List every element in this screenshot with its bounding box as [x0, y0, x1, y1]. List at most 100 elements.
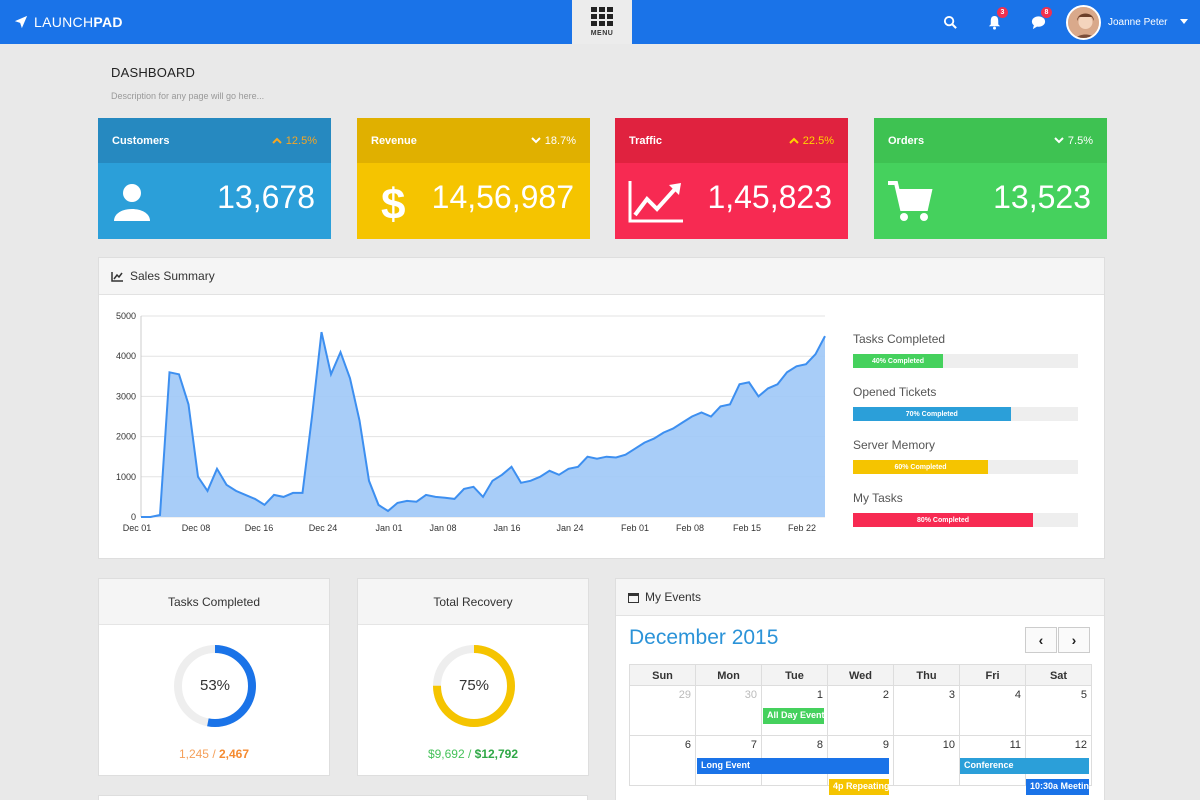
sales-area-chart: 0 1000 2000 3000 4000 5000 Dec 01 Dec 08 Dec 16 D… [116, 311, 826, 533]
stat-card-change: 7.5% [1054, 135, 1093, 147]
x-tick-label: Dec 24 [309, 523, 338, 533]
stat-card-header: Revenue 18.7% [357, 118, 590, 163]
brand-prefix: LAUNCH [34, 14, 94, 30]
user-name[interactable]: Joanne Peter [1108, 16, 1168, 28]
weekday-label: Sun [630, 665, 696, 685]
calendar-day[interactable]: 6 [630, 736, 696, 786]
calendar-day[interactable]: 1 [762, 686, 828, 736]
tasks-ratio: 1,245 / 2,467 [99, 747, 329, 761]
menu-button[interactable]: MENU [572, 0, 632, 44]
progress-bar: 80% Completed [853, 513, 1078, 527]
card-title: Tasks Completed [99, 579, 329, 625]
calendar-day[interactable]: 5 [1026, 686, 1092, 736]
menu-label: MENU [590, 30, 614, 37]
trend-chart-icon [628, 181, 683, 223]
stat-card-change: 12.5% [272, 135, 317, 147]
calendar-prev-button[interactable]: ‹ [1025, 627, 1057, 653]
donut-arc [433, 645, 515, 727]
stat-card-title: Revenue [371, 134, 417, 147]
stat-card-value: 13,678 [217, 179, 315, 215]
notifications-button[interactable]: 3 [984, 7, 1008, 32]
stat-card-header: Traffic 22.5% [615, 118, 848, 163]
recovery-donut-chart [433, 645, 515, 727]
stat-card-traffic[interactable]: Traffic 22.5% 1,45,823 [615, 118, 848, 239]
stat-card-body: 13,678 [98, 163, 331, 239]
stat-card-body: 13,523 [874, 163, 1107, 239]
x-tick-label: Dec 01 [123, 523, 152, 533]
y-tick-label: 4000 [116, 351, 136, 361]
y-tick-label: 3000 [116, 391, 136, 401]
calendar-next-button[interactable]: › [1058, 627, 1090, 653]
calendar-icon [628, 592, 639, 603]
chevron-left-icon: ‹ [1038, 632, 1044, 648]
sales-summary-panel: Sales Summary 0 1000 2000 3000 4000 5000 Dec 0… [98, 257, 1105, 559]
calendar-day[interactable]: 10 [894, 736, 960, 786]
avatar[interactable] [1066, 5, 1101, 40]
calendar-day[interactable]: 3 [894, 686, 960, 736]
messages-button[interactable]: 8 [1028, 7, 1052, 32]
stat-card-title: Customers [112, 134, 170, 147]
chevron-up-icon [272, 137, 282, 144]
calendar-event[interactable]: Long Event [697, 758, 889, 774]
search-button[interactable] [940, 12, 960, 32]
calendar-day[interactable]: 30 [696, 686, 762, 736]
x-tick-label: Jan 16 [493, 523, 520, 533]
calendar-grid: Sun Mon Tue Wed Thu Fri Sat 29 30 1 2 3 4 5 6 7 8 9 10 11 1… [629, 664, 1092, 786]
progress-bar: 60% Completed [853, 460, 1078, 474]
chevron-right-icon: › [1071, 632, 1077, 648]
user-icon [114, 184, 150, 221]
tasks-donut-chart [174, 645, 256, 727]
calendar-event[interactable]: 4p Repeating Event [829, 779, 889, 795]
calendar-event[interactable]: 10:30a Meeting [1026, 779, 1089, 795]
y-tick-label: 0 [131, 512, 136, 522]
ratio-sep: / [208, 747, 219, 761]
brand-logo[interactable]: LAUNCHPAD [14, 0, 123, 44]
calendar-weekday-header: Sun Mon Tue Wed Thu Fri Sat [629, 664, 1092, 686]
ratio-sep: / [464, 747, 475, 761]
calendar-day[interactable]: 2 [828, 686, 894, 736]
calendar-event[interactable]: All Day Event [763, 708, 824, 724]
weekday-label: Fri [960, 665, 1026, 685]
y-tick-label: 5000 [116, 311, 136, 321]
calendar-day[interactable]: 4 [960, 686, 1026, 736]
progress-fill: 40% Completed [853, 354, 943, 368]
stat-card-revenue[interactable]: Revenue 18.7% $ 14,56,987 [357, 118, 590, 239]
x-tick-label: Jan 08 [429, 523, 456, 533]
progress-label: Server Memory [853, 438, 936, 452]
dollar-icon: $ [381, 180, 405, 225]
page-description: Description for any page will go here... [111, 91, 265, 101]
weekday-label: Thu [894, 665, 960, 685]
top-navbar: LAUNCHPAD MENU 3 8 Joanne Peter [0, 0, 1200, 44]
grid-icon [591, 7, 613, 26]
tasks-completed-card: Tasks Completed 53% 1,245 / 2,467 [98, 578, 330, 776]
donut-percent: 53% [199, 677, 231, 694]
chat-bubble-icon [1031, 15, 1045, 29]
chevron-up-icon [789, 137, 799, 144]
stat-card-customers[interactable]: Customers 12.5% 13,678 [98, 118, 331, 239]
rocket-icon [14, 15, 28, 29]
user-photo-icon [1068, 7, 1099, 38]
x-tick-label: Dec 08 [182, 523, 211, 533]
chevron-down-icon[interactable] [1180, 19, 1188, 24]
calendar-day[interactable]: 29 [630, 686, 696, 736]
progress-fill: 60% Completed [853, 460, 988, 474]
progress-label: Tasks Completed [853, 332, 946, 346]
stat-change-value: 12.5% [285, 134, 317, 147]
calendar-event[interactable]: Conference [960, 758, 1089, 774]
weekday-label: Mon [696, 665, 762, 685]
stat-card-change: 22.5% [789, 135, 834, 147]
ratio-done: 1,245 [178, 747, 209, 761]
donut-arc [174, 645, 256, 727]
cart-icon [888, 181, 933, 221]
panel-title: Sales Summary [130, 269, 215, 283]
line-chart-icon [111, 271, 123, 282]
panel-header: My Events [616, 579, 1104, 616]
progress-bar: 40% Completed [853, 354, 1078, 368]
stat-card-body: $ 14,56,987 [357, 163, 590, 239]
stat-card-orders[interactable]: Orders 7.5% 13,523 [874, 118, 1107, 239]
stat-card-value: 1,45,823 [707, 179, 832, 215]
bell-icon [988, 15, 1000, 30]
ratio-done: $9,692 [427, 747, 465, 761]
recovery-ratio: $9,692 / $12,792 [358, 747, 588, 761]
chevron-down-icon [1054, 137, 1064, 144]
